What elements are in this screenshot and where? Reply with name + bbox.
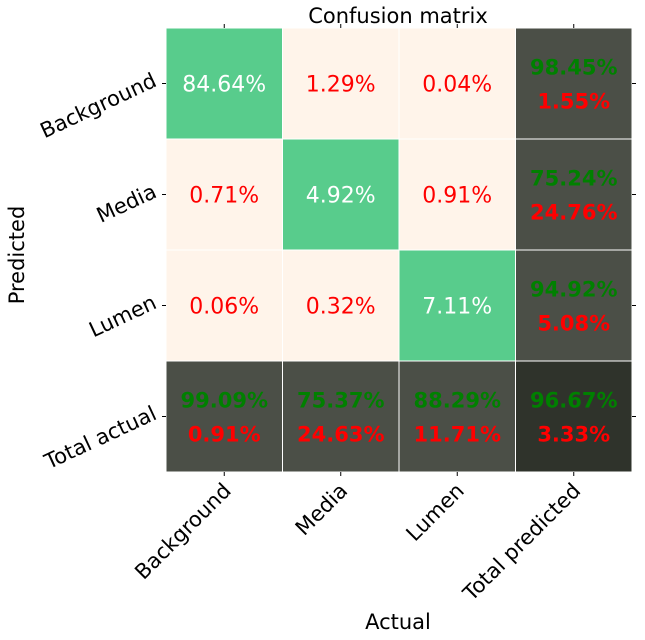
x-tick-label-media: Media [291, 479, 353, 541]
cell-value-r0-c2: 0.04% [422, 73, 492, 98]
cell-error-r3-c2: 11.71% [414, 423, 501, 447]
cell-correct-r3-c0: 99.09% [181, 389, 268, 413]
cell-error-r3-c3: 3.33% [537, 423, 610, 447]
x-tick-label-total-predicted: Total predicted [458, 479, 586, 607]
cell-value-r2-c0: 0.06% [189, 295, 259, 320]
cell-value-r1-c0: 0.71% [189, 184, 259, 209]
axis-ticks [162, 24, 636, 476]
cell-r1-c2 [398, 138, 516, 251]
cell-value-r0-c1: 1.29% [306, 73, 376, 98]
cell-error-r1-c3: 24.76% [530, 201, 617, 225]
cell-value-r2-c2: 7.11% [422, 295, 492, 320]
cell-error-r3-c1: 24.63% [297, 423, 384, 447]
cell-value-r1-c1: 4.92% [306, 184, 376, 209]
cell-r0-c0 [165, 27, 283, 140]
cell-correct-r0-c3: 98.45% [530, 56, 617, 80]
chart-title: Confusion matrix [308, 4, 488, 28]
cell-r3-c2 [398, 360, 516, 473]
cell-error-r3-c0: 0.91% [188, 423, 261, 447]
cell-r3-c0 [165, 360, 283, 473]
y-tick-label-total-actual: Total actual [40, 401, 160, 474]
cell-r2-c3 [515, 249, 633, 362]
cell-r3-c1 [282, 360, 400, 473]
x-tick-label-lumen: Lumen [401, 479, 468, 546]
cell-correct-r3-c2: 88.29% [414, 389, 501, 413]
y-tick-label-background: Background [36, 68, 160, 143]
cell-r1-c1 [282, 138, 400, 251]
matrix-cells: 84.64% 1.29% 0.04% 98.45% 1.55% 0.71% 4.92% 0.9… [165, 27, 633, 473]
cell-r2-c1 [282, 249, 400, 362]
cell-correct-r2-c3: 94.92% [530, 278, 617, 302]
cell-r1-c0 [165, 138, 283, 251]
cell-r1-c3 [515, 138, 633, 251]
cell-value-r1-c2: 0.91% [422, 184, 492, 209]
y-tick-label-media: Media [93, 179, 160, 227]
cell-value-r0-c0: 84.64% [182, 73, 266, 98]
cell-error-r0-c3: 1.55% [537, 90, 610, 114]
cell-error-r2-c3: 5.08% [537, 312, 610, 336]
y-axis-label: Predicted [5, 206, 29, 305]
cell-r3-c3 [515, 360, 633, 473]
cell-correct-r3-c1: 75.37% [297, 389, 384, 413]
cell-value-r2-c1: 0.32% [306, 295, 376, 320]
cell-r0-c3 [515, 27, 633, 140]
cell-r0-c1 [282, 27, 400, 140]
cell-correct-r1-c3: 75.24% [530, 167, 617, 191]
x-tick-label-background: Background [130, 479, 236, 585]
cell-correct-r3-c3: 96.67% [530, 389, 617, 413]
y-tick-label-lumen: Lumen [85, 290, 160, 342]
x-axis-label: Actual [365, 610, 431, 634]
